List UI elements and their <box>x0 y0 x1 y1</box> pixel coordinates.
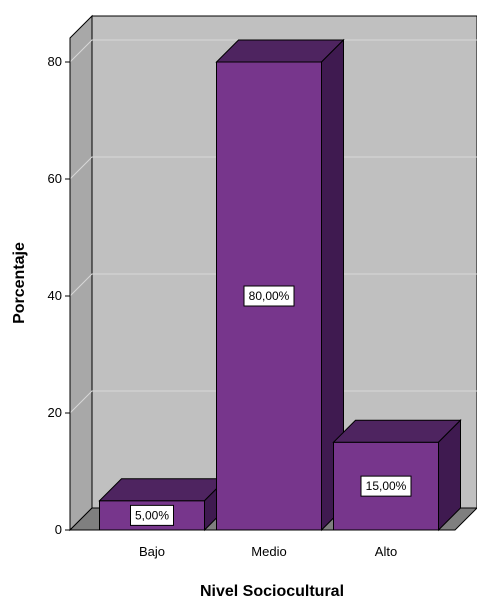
side-wall <box>69 14 93 532</box>
x-tick-label: Medio <box>251 544 286 559</box>
gridline <box>69 390 477 414</box>
bar: 5,00% <box>98 477 228 532</box>
gridlines <box>69 39 477 414</box>
bar-side <box>438 419 461 532</box>
gridline <box>69 273 477 297</box>
gridline <box>69 156 477 180</box>
bar: 15,00% <box>332 419 462 532</box>
data-label-box <box>130 504 174 526</box>
data-label: 15,00% <box>360 475 412 497</box>
data-label-text: 15,00% <box>366 479 407 493</box>
data-label: 80,00% <box>243 285 295 307</box>
data-label: 5,00% <box>130 504 174 526</box>
x-tick-label: Alto <box>375 544 397 559</box>
y-tick-label: 20 <box>48 405 62 420</box>
y-tick-label: 80 <box>48 54 62 69</box>
data-label-box <box>360 475 412 497</box>
data-label-text: 80,00% <box>249 289 290 303</box>
x-axis-title: Nivel Sociocultural <box>200 583 344 600</box>
gridline <box>69 39 477 63</box>
bars: 5,00% 80,00% 15,00% <box>98 38 462 532</box>
bar: 80,00% <box>215 38 345 532</box>
y-tick-label: 0 <box>55 522 62 537</box>
data-label-text: 5,00% <box>135 508 169 522</box>
x-tick-label: Bajo <box>139 544 165 559</box>
data-label-box <box>243 285 295 307</box>
y-axis-title: Porcentaje <box>11 242 28 324</box>
x-axis-ticks: Bajo Medio Alto <box>139 544 397 559</box>
y-axis-ticks: 0 20 40 60 80 <box>48 38 71 537</box>
y-tick-label: 40 <box>48 288 62 303</box>
y-tick-label: 60 <box>48 171 62 186</box>
